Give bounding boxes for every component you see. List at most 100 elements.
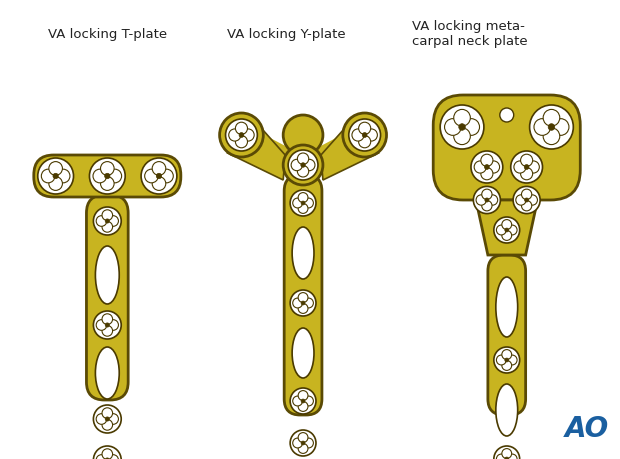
Circle shape (89, 158, 125, 194)
Polygon shape (476, 200, 538, 255)
Circle shape (105, 219, 109, 223)
Circle shape (507, 454, 517, 459)
Circle shape (108, 169, 122, 183)
Circle shape (500, 108, 514, 122)
Circle shape (494, 347, 520, 373)
Circle shape (301, 301, 305, 305)
Circle shape (487, 195, 498, 205)
Circle shape (497, 454, 507, 459)
Circle shape (298, 193, 308, 202)
Text: VA locking Y-plate: VA locking Y-plate (226, 28, 345, 41)
Circle shape (304, 396, 313, 406)
FancyBboxPatch shape (33, 155, 181, 197)
Circle shape (94, 311, 122, 339)
Circle shape (301, 201, 305, 205)
Circle shape (102, 325, 113, 336)
Circle shape (152, 177, 166, 190)
Circle shape (152, 162, 166, 175)
Circle shape (49, 177, 63, 190)
Circle shape (283, 145, 323, 185)
Ellipse shape (496, 277, 518, 337)
Circle shape (49, 162, 63, 175)
Circle shape (358, 122, 371, 134)
Circle shape (102, 210, 113, 220)
Circle shape (301, 399, 305, 403)
Circle shape (459, 123, 466, 130)
Circle shape (108, 455, 118, 459)
Circle shape (290, 290, 316, 316)
Circle shape (56, 169, 70, 183)
Circle shape (293, 396, 303, 406)
Circle shape (516, 195, 526, 205)
Circle shape (236, 122, 247, 134)
Circle shape (298, 166, 309, 177)
Circle shape (548, 123, 555, 130)
Circle shape (290, 430, 316, 456)
Circle shape (529, 105, 574, 149)
Circle shape (102, 314, 113, 325)
Circle shape (226, 119, 257, 151)
Circle shape (304, 198, 313, 208)
Circle shape (301, 163, 305, 167)
Text: VA locking meta-
carpal neck plate: VA locking meta- carpal neck plate (412, 20, 528, 48)
Circle shape (505, 358, 508, 362)
Circle shape (291, 159, 303, 171)
Circle shape (239, 133, 244, 137)
Ellipse shape (95, 347, 119, 399)
Circle shape (301, 441, 305, 445)
Circle shape (352, 129, 364, 141)
FancyBboxPatch shape (488, 255, 526, 415)
Circle shape (454, 128, 471, 145)
Polygon shape (317, 127, 373, 162)
Circle shape (505, 457, 508, 459)
Circle shape (502, 219, 512, 230)
Circle shape (511, 151, 542, 183)
Circle shape (105, 174, 110, 179)
Circle shape (94, 405, 122, 433)
Text: VA locking T-plate: VA locking T-plate (48, 28, 167, 41)
Circle shape (283, 115, 323, 155)
Circle shape (445, 118, 461, 135)
Circle shape (521, 189, 532, 200)
Circle shape (102, 222, 113, 232)
Circle shape (105, 323, 109, 327)
Circle shape (349, 119, 381, 151)
Circle shape (96, 319, 107, 330)
Circle shape (487, 161, 500, 173)
FancyBboxPatch shape (86, 195, 128, 400)
Circle shape (494, 446, 520, 459)
Circle shape (102, 449, 113, 459)
Circle shape (497, 355, 507, 365)
Circle shape (298, 292, 308, 302)
Circle shape (293, 298, 303, 308)
Circle shape (482, 189, 492, 200)
Circle shape (365, 129, 378, 141)
Circle shape (502, 230, 512, 241)
Circle shape (543, 128, 560, 145)
Circle shape (476, 195, 486, 205)
Circle shape (463, 118, 479, 135)
Circle shape (304, 438, 313, 448)
Ellipse shape (95, 246, 119, 304)
Ellipse shape (292, 227, 314, 279)
Circle shape (527, 161, 539, 173)
Circle shape (96, 455, 107, 459)
Circle shape (298, 153, 309, 164)
Circle shape (293, 438, 303, 448)
Circle shape (552, 118, 569, 135)
Circle shape (482, 201, 492, 211)
Circle shape (543, 109, 560, 126)
Circle shape (521, 201, 532, 211)
Circle shape (534, 118, 551, 135)
Circle shape (290, 388, 316, 414)
Circle shape (100, 177, 114, 190)
Polygon shape (228, 117, 285, 180)
Circle shape (481, 154, 493, 166)
Circle shape (304, 298, 313, 308)
Circle shape (484, 165, 489, 169)
Circle shape (229, 129, 241, 141)
Circle shape (96, 414, 107, 424)
Circle shape (108, 216, 118, 226)
Circle shape (304, 159, 315, 171)
Circle shape (108, 319, 118, 330)
